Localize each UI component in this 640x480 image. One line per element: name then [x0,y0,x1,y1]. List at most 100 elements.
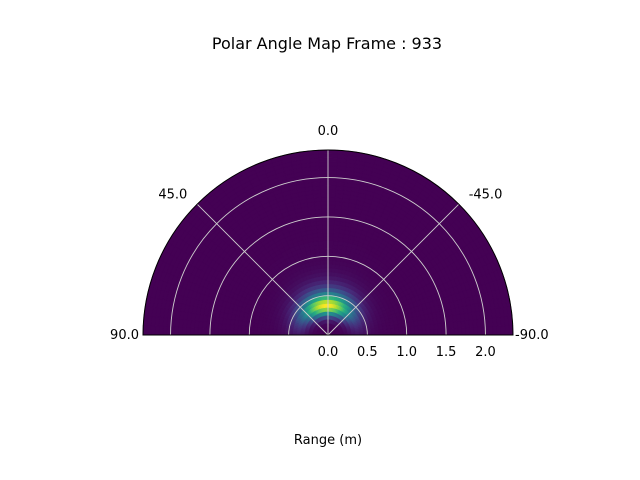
heatmap-cell [252,330,258,336]
chart-title: Polar Angle Map Frame : 933 [212,34,442,53]
heatmap-cell [213,328,219,336]
heatmap-cell [331,259,337,265]
heatmap-cell [318,248,324,254]
heatmap-cell [327,220,335,226]
heatmap-cell [321,212,329,218]
heatmap-cell [321,216,329,222]
heatmap-cell [417,324,423,331]
heatmap-cell [332,244,338,250]
heatmap-cell [268,328,274,333]
heatmap-cell [174,326,179,336]
x-axis-label: Range (m) [294,433,362,448]
chart-frame [142,149,514,336]
heatmap-cell [320,192,329,198]
heatmap-cell [327,208,335,214]
heatmap-cell [233,329,238,336]
heatmap-cell [409,325,415,331]
heatmap-cell [410,330,415,336]
heatmap-cell [445,328,451,336]
heatmap-cell [237,329,242,336]
heatmap-cell [320,204,329,210]
heatmap-cell [449,328,455,336]
heatmap-cell [182,327,187,336]
heatmap-cell [241,325,247,331]
heatmap-cell [318,153,329,159]
heatmap-cell [225,329,231,336]
heatmap-cell [185,327,191,336]
heatmap-cell [327,248,333,253]
heatmap-cell [461,327,467,336]
heatmap-cell [323,263,329,269]
heatmap-cell [433,328,439,336]
angle-tick-label: 0.0 [318,124,339,139]
heatmap-cell [327,169,337,175]
heatmap-cell [327,192,336,198]
heatmap-cell [390,331,396,336]
heatmap-cell [170,326,176,336]
angle-tick-label: -90.0 [515,328,549,343]
heatmap-cell [327,189,336,194]
range-tick-labels: 0.0 0.5 1.0 1.5 2.0 [318,345,496,360]
heatmap-cell [322,228,329,234]
heatmap-cell [241,330,246,336]
heatmap-cell [327,157,338,163]
heatmap-cell [319,185,329,190]
heatmap-cell [248,330,254,336]
heatmap-cell [453,327,459,336]
heatmap-cell [318,165,329,171]
heatmap-cell [323,255,329,261]
heatmap-cell [217,328,223,336]
heatmap-cell [229,329,234,336]
range-tick-label: 0.0 [318,345,339,360]
heatmap-cell [260,331,266,336]
heatmap-cell [327,232,334,238]
heatmap-cell [256,330,262,336]
heatmap-cell [162,326,168,336]
heatmap-cell [245,330,250,336]
heatmap-cell [319,173,329,179]
heatmap-cell [322,240,329,245]
heatmap-cell [327,263,333,269]
heatmap-cell [469,327,474,336]
heatmap-cell [154,325,160,336]
heatmap-cell [398,330,404,336]
heatmap-cell [327,212,335,218]
heatmap-cell [209,328,215,336]
heatmap-cell [327,204,336,210]
heatmap-cell [327,275,332,281]
heatmap-cell [323,248,329,253]
heatmap-cell [477,326,482,336]
heatmap-cell [330,267,336,273]
heatmap-layer [142,149,514,336]
heatmap-cell [158,325,164,336]
heatmap-cell [488,326,494,336]
angle-gridline [196,203,329,336]
heatmap-cell [425,329,431,336]
heatmap-cell [221,329,227,336]
heatmap-cell [327,236,334,241]
heatmap-cell [150,325,156,336]
heatmap-cell [492,325,498,336]
heatmap-cell [414,329,419,336]
heatmap-cell [320,189,329,194]
heatmap-cell [323,252,329,257]
heatmap-cell [322,232,329,238]
heatmap-cell [318,161,329,167]
heatmap-cell [437,328,443,336]
heatmap-cell [327,267,332,273]
heatmap-cell [229,324,235,331]
heatmap-cell [264,328,270,333]
heatmap-cell [331,263,336,269]
heatmap-cell [320,196,329,202]
heatmap-cell [429,329,435,336]
heatmap-cell [330,271,335,277]
heatmap-cell [319,169,329,175]
heatmap-cell [496,325,502,336]
range-tick-label: 1.5 [436,345,457,360]
heatmap-cell [473,326,478,336]
heatmap-cell [332,240,339,246]
heatmap-cell [327,271,332,277]
chart-outline [142,149,514,336]
